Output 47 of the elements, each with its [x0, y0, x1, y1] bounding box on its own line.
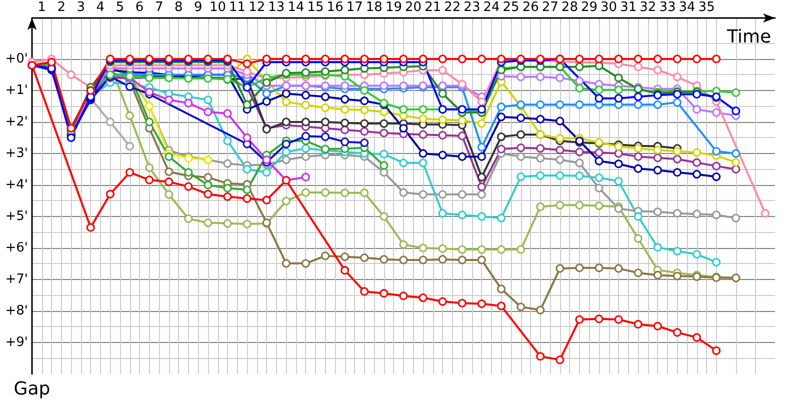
x-tick-label: 35: [698, 0, 715, 15]
x-tick-label: 15: [307, 0, 324, 15]
x-tick-label: 14: [288, 0, 304, 15]
x-tick-label: 16: [326, 0, 344, 15]
x-tick-label: 12: [248, 0, 266, 15]
x-tick-label: 33: [659, 0, 676, 15]
x-tick-label: 19: [385, 0, 402, 15]
x-tick-label: 9: [194, 0, 202, 15]
x-tick-label: 7: [154, 0, 164, 15]
x-tick-label: 18: [366, 0, 382, 15]
x-tick-label: 32: [640, 0, 656, 15]
x-tick-label: 17: [346, 0, 363, 15]
x-tick-label: 22: [444, 0, 461, 15]
y-axis-title: Gap: [14, 378, 50, 400]
x-tick-label: 1: [38, 0, 46, 15]
x-tick-label: 30: [600, 0, 618, 15]
x-tick-label: 31: [620, 0, 637, 15]
x-tick-label: 26: [522, 0, 539, 15]
x-tick-label: 34: [678, 0, 696, 15]
x-tick-label: 11: [229, 0, 246, 15]
x-tick-label: 28: [561, 0, 578, 15]
x-tick-label: 13: [268, 0, 285, 15]
x-tick-label: 21: [424, 0, 442, 15]
x-tick-label: 25: [502, 0, 520, 15]
x-tick-label: 20: [405, 0, 422, 15]
x-tick-label: 5: [116, 0, 124, 15]
x-tick-label: 6: [135, 0, 144, 15]
y-tick-label: +7': [5, 272, 28, 287]
x-tick-label: 23: [464, 0, 480, 15]
x-tick-label: 3: [76, 0, 86, 15]
x-tick-label: 24: [483, 0, 500, 15]
y-tick-label: +8': [5, 303, 28, 318]
y-tick-label: +5': [5, 208, 28, 224]
y-tick-label: +4': [5, 177, 28, 192]
x-tick-label: 10: [209, 0, 226, 15]
y-tick-label: +9': [5, 334, 28, 350]
x-axis-title: Time: [726, 26, 772, 48]
y-tick-label: +3': [5, 146, 28, 161]
x-tick-label: 29: [580, 0, 598, 15]
y-tick-label: +2': [5, 114, 28, 130]
x-tick-label: 2: [57, 0, 66, 15]
y-tick-label: +0': [5, 51, 28, 66]
y-tick-label: +1': [5, 82, 28, 98]
x-tick-label: 8: [174, 0, 183, 15]
x-tick-label: 27: [542, 0, 558, 15]
y-tick-label: +6': [5, 240, 28, 256]
x-tick-label: 4: [96, 0, 105, 15]
